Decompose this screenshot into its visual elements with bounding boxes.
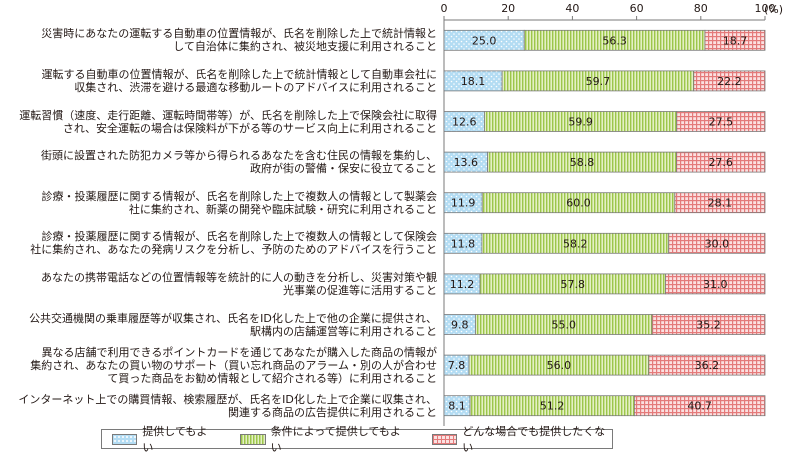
data-label: 27.6 [708,156,733,169]
legend-swatch-1 [112,433,138,445]
category-label-line: 診療・投薬履歴に関する情報が、氏名を削除した上で複数人の情報として製薬会 [41,189,437,203]
category-label-line: して自治体に集約され、被災地支援に利用されること [173,40,437,54]
category-label-line: 公共交通機関の乗車履歴等が収集され、氏名をID化した上で他の企業に提供され、 [29,311,437,325]
legend-label-2: 条件によって提供してもよい [270,425,401,454]
legend-swatch-2 [240,433,266,445]
bar-segment-3 [665,273,766,295]
data-label: 11.9 [451,197,476,210]
category-label-line: 社に集約され、新薬の開発や臨床試験・研究に利用されること [128,202,437,216]
data-label: 25.0 [472,34,497,47]
category-label: 運転する自動車の位置情報が、氏名を削除した上で統計情報として自動車会社に 収集され… [0,68,437,94]
legend: 提供してもよい 条件によって提供してもよい どんな場合でも提供したくない [101,425,613,454]
category-label: あなたの携帯電話などの位置情報等を統計的に人の動きを分析し、災害対策や観 光事業の… [0,271,437,297]
legend-item-3: どんな場合でも提供したくない [431,423,612,455]
category-label-line: 災害時にあなたの運転する自動車の位置情報が、氏名を削除した上で統計情報と [41,27,437,41]
axis-unit-label: (%) [764,3,784,16]
category-label-line: 収集され、渋滞を避ける最適な移動ルートのアドバイスに利用されること [74,80,437,94]
data-label: 60.0 [566,197,591,210]
bar-segment-3 [676,151,766,173]
category-label-line: 異なる店舗で利用できるポイントカードを通じてあなたが購入した商品の情報が [41,345,437,359]
category-label-line: 社に集約され、あなたの発病リスクを分析し、予防のためのアドバイスを行うこと [30,243,437,257]
data-label: 22.2 [717,75,742,88]
x-tick-label: 80 [694,2,708,15]
bar-segment-3 [668,232,766,254]
data-label: 58.8 [570,156,595,169]
legend-swatch-3 [431,433,458,445]
category-label-line: 運転する自動車の位置情報が、氏名を削除した上で統計情報として自動車会社に [41,67,437,81]
data-label: 56.0 [547,359,572,372]
data-label: 57.8 [560,278,585,291]
category-label: インターネット上での購買情報、検索履歴が、氏名をID化した上で企業に収集され、関… [0,393,437,419]
category-label-line: あなたの携帯電話などの位置情報等を統計的に人の動きを分析し、災害対策や観 [41,270,437,284]
category-label-line: インターネット上での購買情報、検索履歴が、氏名をID化した上で企業に収集され、 [18,392,437,406]
category-label: 公共交通機関の乗車履歴等が収集され、氏名をID化した上で他の企業に提供され、 駅構… [0,312,437,338]
category-label-line: 光事業の促進等に活用すること [283,283,437,297]
bar-segment-3 [674,192,766,214]
x-tick-label: 0 [441,2,448,15]
category-label-line: 診療・投薬履歴に関する情報が、氏名を削除した上で複数人の情報として保険会 [41,230,437,244]
data-label: 40.7 [687,400,712,413]
legend-item-1: 提供してもよい [112,423,216,455]
legend-label-3: どんな場合でも提供したくない [462,425,606,454]
bar-segment-3 [651,314,766,335]
data-label: 55.0 [551,319,576,332]
data-label: 30.0 [705,237,730,250]
legend-label-1: 提供してもよい [142,425,208,454]
data-label: 11.2 [450,278,475,291]
category-label-line: 集約され、あなたの買い物のサポート（買い忘れ商品のアラーム・別の人が合わせ [30,358,437,372]
category-label-line: され、安全運転の場合は保険料が下がる等のサービス向上に利用されること [62,121,437,135]
category-label-line: て買った商品をお勧め情報として紹介される等）に利用されること [107,371,437,385]
x-tick-label: 40 [565,2,579,15]
category-label: 街頭に設置された防犯カメラ等から得られるあなたを含む住民の情報を集約し、 政府が街… [0,149,437,175]
data-label: 7.8 [448,359,466,372]
data-label: 12.6 [452,116,477,129]
category-label: 運転習慣（速度、走行距離、運転時間帯等）が、氏名を削除した上で保険会社に取得 され… [0,109,437,135]
data-label: 35.2 [696,319,721,332]
category-label: 診療・投薬履歴に関する情報が、氏名を削除した上で複数人の情報として保険会 社に集約… [0,230,437,256]
data-label: 51.2 [540,400,565,413]
data-label: 59.7 [586,75,611,88]
bar-segment-3 [704,29,766,51]
data-label: 56.3 [602,34,627,47]
legend-item-2: 条件によって提供してもよい [240,423,408,455]
data-label: 36.2 [695,359,720,372]
x-tick-label: 20 [501,2,515,15]
data-label: 8.1 [448,400,466,413]
data-label: 11.8 [451,237,476,250]
bar-segment-3 [676,111,766,132]
category-label-line: 関連する商品の広告提供に利用されること [228,405,437,419]
data-label: 27.5 [709,116,734,129]
data-label: 18.1 [461,75,486,88]
data-label: 28.1 [708,197,733,210]
category-label-line: 運転習慣（速度、走行距離、運転時間帯等）が、氏名を削除した上で保険会社に取得 [19,108,437,122]
data-label: 58.2 [563,237,588,250]
category-label: 災害時にあなたの運転する自動車の位置情報が、氏名を削除した上で統計情報と して自治… [0,27,437,53]
data-label: 18.7 [723,34,748,47]
category-label-line: 街頭に設置された防犯カメラ等から得られるあなたを含む住民の情報を集約し、 [41,149,437,163]
bar-segment-3 [693,70,766,92]
x-tick-label: 60 [630,2,644,15]
category-label: 異なる店舗で利用できるポイントカードを通じてあなたが購入した商品の情報が 集約され… [0,346,437,385]
data-label: 13.6 [454,156,479,169]
category-label-line: 政府が街の警備・保安に役立てること [250,162,437,176]
category-label: 診療・投薬履歴に関する情報が、氏名を削除した上で複数人の情報として製薬会 社に集約… [0,190,437,216]
data-label: 59.9 [568,116,593,129]
category-label-line: 駅構内の店舗運営等に利用されること [250,324,437,338]
data-label: 31.0 [703,278,728,291]
bar-segment-3 [648,354,766,376]
x-tick-label: 100 [755,2,776,15]
bar-segment-3 [633,395,766,417]
data-label: 9.8 [451,319,469,332]
